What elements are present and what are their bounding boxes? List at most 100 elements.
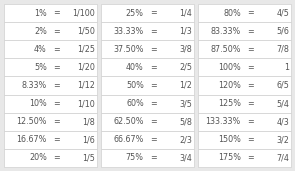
Text: =: = [150, 45, 157, 54]
Text: 87.50%: 87.50% [210, 45, 241, 54]
Text: 1/4: 1/4 [179, 9, 192, 18]
Text: 150%: 150% [218, 135, 241, 144]
Text: 133.33%: 133.33% [206, 117, 241, 126]
Bar [198, 76, 291, 95]
Bar [101, 113, 194, 131]
Text: 62.50%: 62.50% [113, 117, 144, 126]
Text: 2/5: 2/5 [179, 63, 192, 72]
Text: 83.33%: 83.33% [211, 27, 241, 36]
Text: =: = [150, 117, 157, 126]
Text: 33.33%: 33.33% [114, 27, 144, 36]
Text: =: = [150, 153, 157, 162]
Text: 1: 1 [284, 63, 289, 72]
Text: 1/10: 1/10 [77, 99, 95, 108]
Text: 10%: 10% [29, 99, 47, 108]
Text: =: = [247, 63, 254, 72]
Bar [198, 58, 291, 76]
Text: =: = [53, 9, 60, 18]
Bar [198, 149, 291, 167]
Text: 1/100: 1/100 [72, 9, 95, 18]
Text: =: = [247, 27, 254, 36]
Text: 1%: 1% [34, 9, 47, 18]
Text: 1/12: 1/12 [77, 81, 95, 90]
Text: =: = [150, 135, 157, 144]
Text: 50%: 50% [126, 81, 144, 90]
Bar [101, 76, 194, 95]
Text: 40%: 40% [126, 63, 144, 72]
Text: 1/25: 1/25 [77, 45, 95, 54]
Text: 75%: 75% [126, 153, 144, 162]
Bar [198, 22, 291, 40]
Text: 1/5: 1/5 [82, 153, 95, 162]
Text: =: = [150, 99, 157, 108]
Text: 4/5: 4/5 [276, 9, 289, 18]
Bar [101, 58, 194, 76]
Text: =: = [53, 117, 60, 126]
Text: 1/6: 1/6 [82, 135, 95, 144]
Text: 12.50%: 12.50% [16, 117, 47, 126]
Text: =: = [53, 45, 60, 54]
Text: =: = [53, 63, 60, 72]
Bar [101, 149, 194, 167]
Text: =: = [53, 135, 60, 144]
Text: 16.67%: 16.67% [17, 135, 47, 144]
Bar [4, 58, 97, 76]
Text: 5/4: 5/4 [276, 99, 289, 108]
Text: 80%: 80% [223, 9, 241, 18]
Text: 2%: 2% [34, 27, 47, 36]
Text: =: = [53, 153, 60, 162]
Text: 3/5: 3/5 [179, 99, 192, 108]
Text: 20%: 20% [29, 153, 47, 162]
Text: 5%: 5% [34, 63, 47, 72]
Text: 6/5: 6/5 [276, 81, 289, 90]
Bar [4, 22, 97, 40]
Bar [198, 4, 291, 22]
Bar [101, 95, 194, 113]
Bar [198, 131, 291, 149]
Bar [101, 22, 194, 40]
Text: 3/4: 3/4 [179, 153, 192, 162]
Bar [4, 113, 97, 131]
Text: 3/8: 3/8 [179, 45, 192, 54]
Text: =: = [247, 135, 254, 144]
Bar [4, 4, 97, 22]
Bar [198, 113, 291, 131]
Bar [198, 95, 291, 113]
Bar [101, 40, 194, 58]
Text: 66.67%: 66.67% [113, 135, 144, 144]
Text: 8.33%: 8.33% [22, 81, 47, 90]
Text: 2/3: 2/3 [179, 135, 192, 144]
Text: 37.50%: 37.50% [113, 45, 144, 54]
Bar [4, 76, 97, 95]
Text: =: = [150, 63, 157, 72]
Text: =: = [150, 27, 157, 36]
Text: 3/2: 3/2 [276, 135, 289, 144]
Text: 5/8: 5/8 [179, 117, 192, 126]
Text: 25%: 25% [126, 9, 144, 18]
Text: 120%: 120% [218, 81, 241, 90]
Text: 1/2: 1/2 [179, 81, 192, 90]
Text: =: = [150, 9, 157, 18]
Text: 7/4: 7/4 [276, 153, 289, 162]
Text: 1/50: 1/50 [77, 27, 95, 36]
Text: 1/20: 1/20 [77, 63, 95, 72]
Bar [4, 131, 97, 149]
Bar [101, 4, 194, 22]
Bar [4, 95, 97, 113]
Text: =: = [53, 27, 60, 36]
Text: 1/3: 1/3 [179, 27, 192, 36]
Text: 7/8: 7/8 [276, 45, 289, 54]
Text: =: = [53, 99, 60, 108]
Text: 1/8: 1/8 [82, 117, 95, 126]
Text: 4%: 4% [34, 45, 47, 54]
Text: =: = [247, 117, 254, 126]
Text: 100%: 100% [218, 63, 241, 72]
Bar [101, 131, 194, 149]
Text: 175%: 175% [218, 153, 241, 162]
Text: =: = [247, 99, 254, 108]
Text: =: = [247, 9, 254, 18]
Text: 5/6: 5/6 [276, 27, 289, 36]
Text: 125%: 125% [218, 99, 241, 108]
Text: 60%: 60% [126, 99, 144, 108]
Bar [4, 149, 97, 167]
